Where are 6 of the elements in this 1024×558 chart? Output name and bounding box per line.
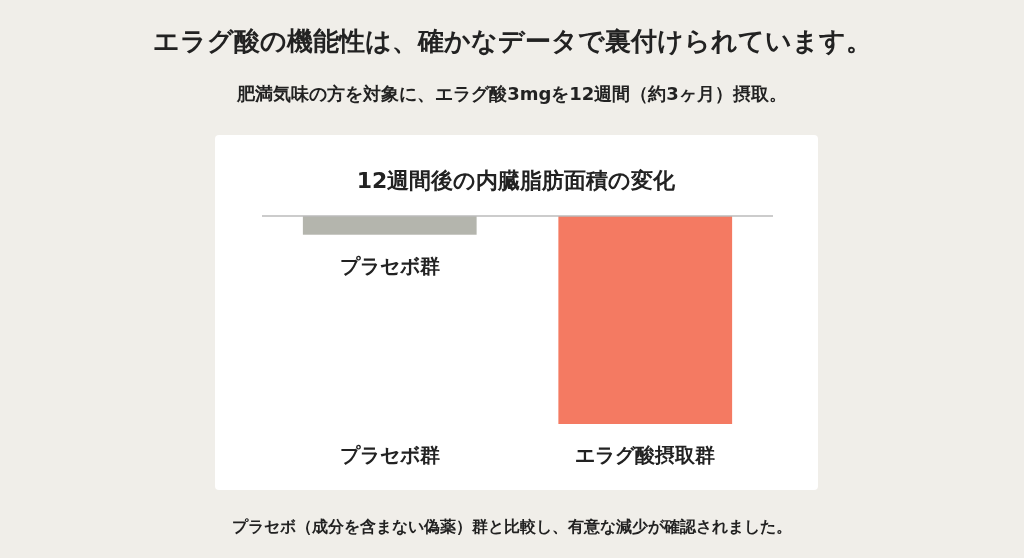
text: エラグ酸の機能性は、確かなデータで裏付けられています。 [152, 26, 872, 56]
text: 肥満気味の方を対象に、エラグ酸3mgを12週間（約3ヶ月）摂取。 [236, 83, 787, 104]
chart-title: 12週間後の内臓脂肪面積の変化 [356, 168, 677, 193]
x-tick-label: エラグ酸摂取群 [575, 443, 716, 467]
text: プラセボ（成分を含まない偽薬）群と比較し、有意な減少が確認されました。 [232, 517, 792, 536]
annotation: プラセボ群 [339, 253, 440, 278]
